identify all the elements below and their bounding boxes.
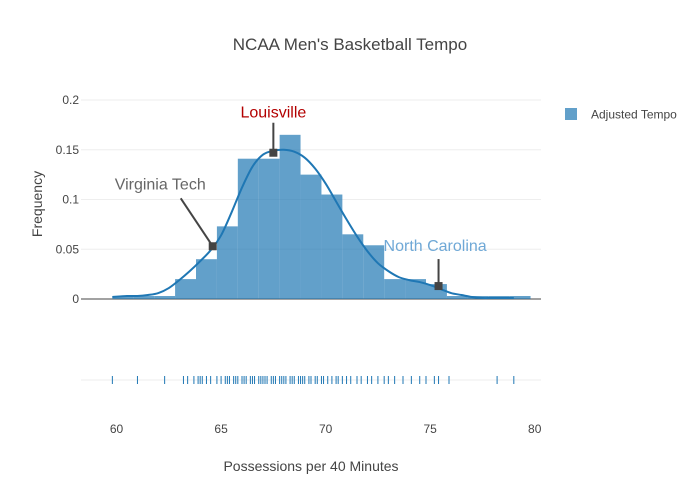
histogram-bar[interactable] xyxy=(321,194,343,299)
histogram-bar[interactable] xyxy=(112,296,134,299)
annotation-label: Virginia Tech xyxy=(115,176,206,193)
legend[interactable]: Adjusted Tempo xyxy=(565,108,677,122)
histogram-bar[interactable] xyxy=(216,226,238,299)
histogram-bar[interactable] xyxy=(384,279,406,299)
x-tick-labels: 60 65 70 75 80 xyxy=(110,422,542,436)
x-tick-label: 60 xyxy=(110,422,124,436)
histogram-bar[interactable] xyxy=(509,296,531,299)
x-tick-label: 65 xyxy=(214,422,228,436)
y-axis-title: Frequency xyxy=(29,171,45,237)
histogram-bar[interactable] xyxy=(154,296,176,299)
x-tick-label: 75 xyxy=(424,422,438,436)
histogram-bar[interactable] xyxy=(300,174,322,299)
y-tick-label: 0.05 xyxy=(56,242,80,256)
histogram-bar[interactable] xyxy=(258,158,280,299)
annotation-marker[interactable] xyxy=(434,282,443,291)
y-tick-label: 0.2 xyxy=(62,93,79,107)
histogram-bar[interactable] xyxy=(446,296,468,299)
annotation-label: Louisville xyxy=(240,105,306,122)
y-tick-label: 0.15 xyxy=(56,143,80,157)
histogram-bar[interactable] xyxy=(175,279,196,299)
histogram-bar[interactable] xyxy=(237,158,259,299)
chart-title: NCAA Men's Basketball Tempo xyxy=(233,35,467,54)
annotation-marker[interactable] xyxy=(269,148,278,157)
annotation-arrow xyxy=(179,197,214,247)
annotation-marker[interactable] xyxy=(208,242,217,251)
rug-plot xyxy=(111,376,515,384)
histogram-bar[interactable] xyxy=(196,259,217,299)
annotation-label: North Carolina xyxy=(384,238,487,255)
legend-label[interactable]: Adjusted Tempo xyxy=(591,108,677,122)
legend-swatch[interactable] xyxy=(565,108,577,120)
x-tick-label: 70 xyxy=(319,422,333,436)
histogram-bar[interactable] xyxy=(133,296,155,299)
y-tick-labels: 0 0.05 0.1 0.15 0.2 xyxy=(56,93,80,306)
histogram-bars xyxy=(112,134,531,299)
histogram-bar[interactable] xyxy=(405,279,426,299)
x-axis-title: Possessions per 40 Minutes xyxy=(223,458,398,474)
histogram-bar[interactable] xyxy=(342,234,364,299)
x-tick-label: 80 xyxy=(528,422,542,436)
annotations: Louisville Virginia Tech North Carolina xyxy=(115,105,487,291)
y-tick-label: 0.1 xyxy=(62,193,79,207)
histogram-bar[interactable] xyxy=(363,245,385,299)
histogram-bar[interactable] xyxy=(279,134,301,299)
y-tick-label: 0 xyxy=(72,292,79,306)
